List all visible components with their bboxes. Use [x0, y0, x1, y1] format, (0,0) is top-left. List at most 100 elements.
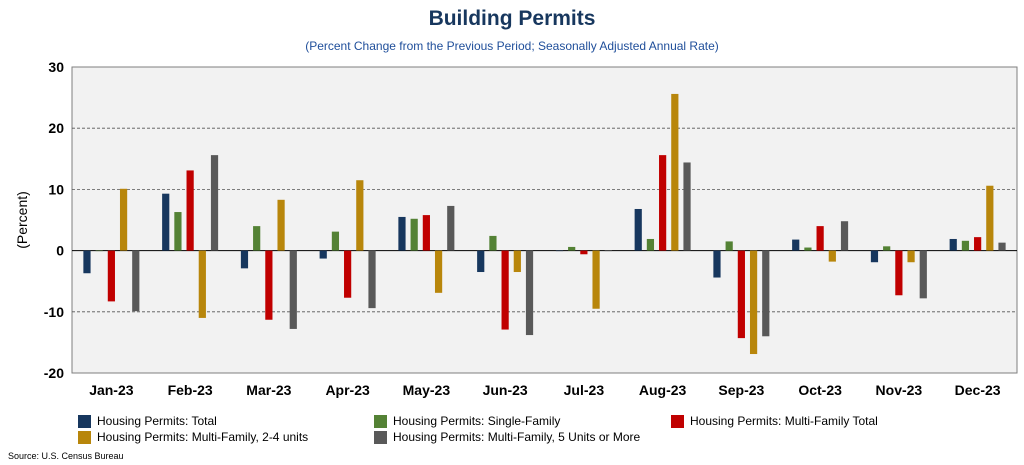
bar	[592, 250, 600, 309]
bar	[107, 250, 115, 302]
bar	[737, 250, 745, 339]
y-tick-label: -20	[44, 365, 64, 381]
bar	[870, 250, 879, 263]
bar	[198, 250, 206, 318]
legend-label: Housing Permits: Single-Family	[393, 414, 561, 428]
x-tick-label: Nov-23	[876, 382, 923, 398]
bar	[410, 218, 418, 251]
bar	[949, 238, 957, 251]
chart-title: Building Permits	[428, 7, 596, 30]
bar	[240, 250, 249, 269]
bar	[974, 237, 982, 251]
bar	[368, 250, 376, 309]
x-tick-label: Apr-23	[325, 382, 370, 398]
y-axis-label: (Percent)	[14, 191, 30, 249]
bar	[210, 155, 219, 251]
bar	[356, 180, 364, 251]
bar	[840, 221, 849, 251]
bar	[895, 250, 903, 296]
bar	[331, 231, 340, 251]
bar	[555, 250, 564, 252]
bar	[477, 250, 485, 273]
bar	[998, 242, 1006, 251]
bar	[186, 170, 194, 251]
bar	[319, 250, 327, 259]
x-tick-label: Jan-23	[89, 382, 134, 398]
bar	[986, 185, 994, 251]
x-tick-label: Sep-23	[718, 382, 764, 398]
bar	[119, 188, 128, 251]
bar	[659, 155, 667, 251]
bar	[174, 212, 182, 251]
bar	[434, 250, 443, 293]
legend-swatch	[374, 414, 387, 428]
legend-swatch	[374, 430, 387, 444]
x-tick-label: Jul-23	[564, 382, 605, 398]
legend-swatch	[671, 414, 684, 428]
x-tick-label: May-23	[403, 382, 451, 398]
bar	[568, 246, 576, 251]
legend-label: Housing Permits: Multi-Family, 2-4 units	[97, 430, 309, 444]
y-tick-label: -10	[44, 304, 64, 320]
source-note: Source: U.S. Census Bureau	[8, 451, 124, 461]
bar	[634, 208, 642, 251]
bar	[580, 250, 588, 255]
bar	[489, 235, 497, 251]
bar	[762, 250, 770, 337]
legend-item: Housing Permits: Multi-Family, 5 Units o…	[374, 430, 640, 444]
bar	[713, 250, 721, 278]
bar	[804, 247, 812, 251]
legend-swatch	[78, 430, 91, 444]
legend-item: Housing Permits: Multi-Family Total	[671, 414, 878, 428]
x-tick-label: Aug-23	[639, 382, 687, 398]
bar	[828, 250, 836, 262]
bar	[883, 246, 891, 251]
bar	[422, 215, 430, 251]
bar-chart: -20 -10 0 10 20 30 (Percent) Jan-23 Feb-23 Mar-23…	[14, 59, 1018, 398]
legend-label: Housing Permits: Total	[97, 414, 217, 428]
x-tick-label: Mar-23	[246, 382, 291, 398]
legend-item: Housing Permits: Single-Family	[374, 414, 560, 428]
bar	[604, 250, 612, 252]
bar	[95, 250, 103, 252]
legend-swatch	[78, 414, 91, 428]
bar	[344, 250, 352, 298]
bar	[162, 193, 170, 251]
y-tick-label: 10	[48, 181, 64, 197]
bar	[447, 205, 455, 251]
bar	[289, 250, 297, 329]
bar	[132, 250, 140, 312]
bar	[646, 238, 655, 251]
bar	[919, 250, 927, 299]
legend-label: Housing Permits: Multi-Family Total	[690, 414, 878, 428]
legend-item: Housing Permits: Multi-Family, 2-4 units	[78, 430, 308, 444]
bar	[398, 216, 406, 251]
bar	[725, 241, 733, 251]
y-tick-label: 30	[48, 59, 64, 75]
legend-item: Housing Permits: Total	[78, 414, 217, 428]
legend-label: Housing Permits: Multi-Family, 5 Units o…	[393, 430, 641, 444]
bar	[961, 240, 970, 251]
bar	[792, 239, 800, 251]
bar	[683, 162, 691, 251]
plot-area	[71, 66, 1018, 374]
bar	[671, 93, 679, 251]
bar	[277, 199, 285, 251]
bar	[525, 250, 534, 336]
x-tick-label: Jun-23	[483, 382, 528, 398]
y-tick-label: 20	[48, 120, 64, 136]
bar	[501, 250, 509, 330]
x-tick-label: Dec-23	[955, 382, 1001, 398]
bar	[907, 250, 915, 263]
bar	[749, 250, 758, 355]
y-tick-label: 0	[56, 243, 64, 259]
chart-subtitle: (Percent Change from the Previous Period…	[305, 39, 719, 53]
bar	[83, 250, 91, 274]
x-tick-label: Feb-23	[168, 382, 213, 398]
x-tick-label: Oct-23	[798, 382, 842, 398]
bar	[253, 226, 261, 251]
bar	[816, 226, 824, 251]
bar	[265, 250, 273, 320]
legend: Housing Permits: Total Housing Permits: S…	[78, 414, 978, 448]
bar	[513, 250, 521, 273]
